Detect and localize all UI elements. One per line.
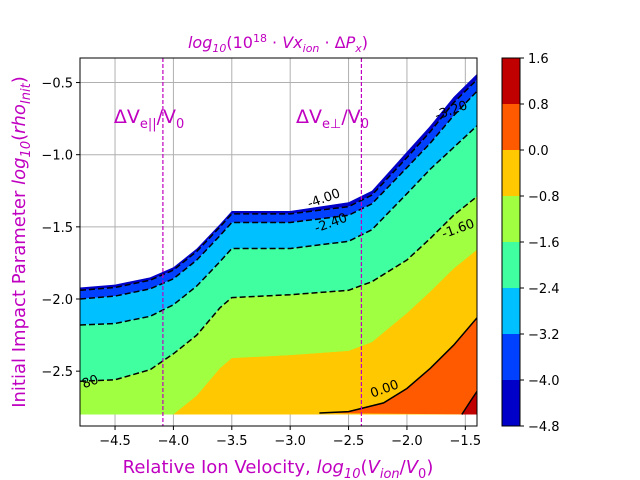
contour-line-minus3.2 [80, 90, 477, 300]
x-tick-label: −2.0 [391, 434, 423, 449]
colorbar-frame [501, 57, 521, 427]
y-tick-label: −0.5 [41, 77, 73, 92]
colorbar-segment [502, 104, 520, 150]
band-minus3.2-minus2.4 [80, 91, 477, 325]
x-tick-label: −4.0 [158, 434, 190, 449]
y-tick-label: −1.5 [41, 221, 73, 236]
x-axis-title: Relative Ion Velocity, log10(Vion/V0) [123, 457, 434, 480]
colorbar-tick-label: 1.6 [528, 52, 549, 67]
y-axis-ticks: −2.5 −2.0 −1.5 −1.0 −0.5 [41, 77, 80, 380]
colorbar-tick-label: −4.0 [528, 374, 560, 389]
colorbar-tick-label: −1.6 [528, 236, 560, 251]
y-tick-label: −1.0 [41, 149, 73, 164]
colorbar-segment [502, 334, 520, 380]
contour-line-minus4 [80, 79, 477, 292]
colorbar-tick-label: −2.4 [528, 282, 560, 297]
contour-lines [80, 79, 477, 415]
colorbar-tick-label: −0.8 [528, 190, 560, 205]
colorbar-tick-label: 0.0 [528, 144, 549, 159]
y-tick-label: −2.5 [41, 365, 73, 380]
colorbar-segment [502, 380, 520, 426]
colorbar-segment [502, 58, 520, 104]
band-minus1.6-minus0.8 [80, 196, 477, 415]
contour-line-zero [319, 317, 477, 414]
colorbar-tick-label: −4.8 [528, 420, 560, 435]
colorbar-segment [502, 150, 520, 196]
band-0-0.8 [319, 317, 477, 415]
x-tick-label: −1.5 [450, 434, 482, 449]
plot-frame [79, 57, 478, 427]
band-minus0.8-0-lower [80, 249, 477, 415]
x-tick-label: −3.5 [216, 434, 248, 449]
reference-label-2: ΔVe⊥/V0 [296, 106, 369, 132]
contour-line-minus1.6 [80, 195, 477, 383]
colorbar-segment [502, 288, 520, 334]
band-minus2.4-minus1.6 [80, 125, 477, 382]
contour-fills [80, 73, 477, 415]
colorbar-tick-label: −3.2 [528, 328, 560, 343]
y-axis-title: Initial Impact Parameter log10(rhoInit) [9, 76, 34, 408]
contour-line-0.8 [461, 390, 477, 415]
x-tick-label: −4.5 [99, 434, 131, 449]
y-tick-label: −2.0 [41, 293, 73, 308]
colorbar-segment [502, 196, 520, 242]
reference-lines: ΔVe||/V0 ΔVe⊥/V0 [114, 58, 369, 426]
x-axis-ticks: −4.5 −4.0 −3.5 −3.0 −2.5 −2.0 −1.5 [99, 426, 481, 449]
x-tick-label: −2.5 [333, 434, 365, 449]
colorbar: −4.8 −4.0 −3.2 −2.4 −1.6 −0.8 0.0 0.8 1.6 [502, 52, 560, 435]
contour-label: 80 [80, 372, 101, 392]
top-title: log10(1018 · Vxion · ΔPx) [188, 32, 368, 55]
colorbar-segment [502, 242, 520, 288]
colorbar-tick-label: 0.8 [528, 98, 549, 113]
contour-line-minus2.4 [80, 125, 477, 326]
reference-label-1: ΔVe||/V0 [114, 106, 184, 132]
x-tick-label: −3.0 [274, 434, 306, 449]
